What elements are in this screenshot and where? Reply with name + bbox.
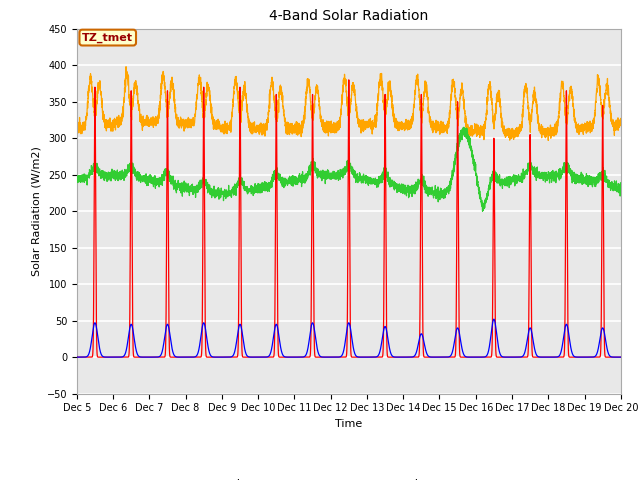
Y-axis label: Solar Radiation (W/m2): Solar Radiation (W/m2) [31, 146, 41, 276]
X-axis label: Time: Time [335, 419, 362, 429]
Title: 4-Band Solar Radiation: 4-Band Solar Radiation [269, 10, 428, 24]
Text: TZ_tmet: TZ_tmet [83, 33, 133, 43]
Legend: SWin, SWout, LWin, LWout: SWin, SWout, LWin, LWout [174, 475, 524, 480]
